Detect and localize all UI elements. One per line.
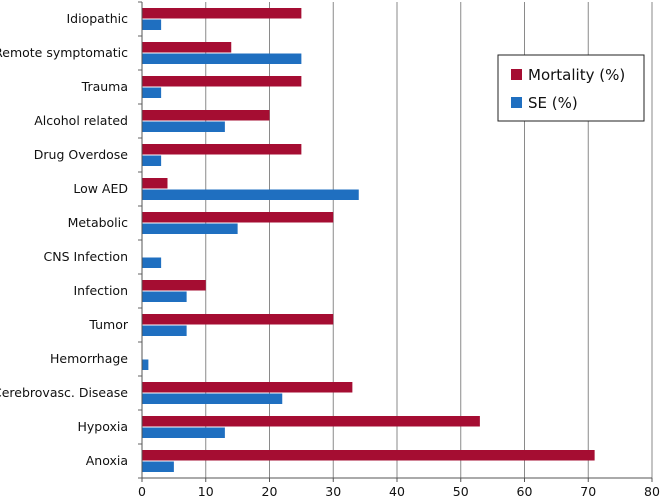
bar-mortality-5: [142, 178, 168, 189]
bar-mortality-0: [142, 8, 302, 19]
category-label-10: Hemorrhage: [50, 351, 128, 366]
bar-mortality-4: [142, 144, 302, 155]
category-label-4: Drug Overdose: [34, 147, 129, 162]
legend-label-1: SE (%): [528, 94, 578, 112]
x-tick-label-40: 40: [389, 484, 405, 499]
category-label-6: Metabolic: [68, 215, 129, 230]
legend: Mortality (%) SE (%): [497, 54, 645, 122]
bar-se-7: [142, 257, 162, 268]
bar-se-1: [142, 53, 302, 64]
bar-mortality-3: [142, 110, 270, 121]
legend-label-0: Mortality (%): [528, 66, 625, 84]
category-label-5: Low AED: [73, 181, 128, 196]
bar-mortality-13: [142, 450, 595, 461]
category-label-1: Remote symptomatic: [0, 45, 128, 60]
x-tick-labels: 0 10 20 30 40 50 60 70 80: [138, 478, 660, 499]
bar-se-4: [142, 155, 162, 166]
bar-se-8: [142, 291, 187, 302]
category-label-13: Anoxia: [86, 453, 128, 468]
x-tick-label-0: 0: [138, 484, 146, 499]
category-label-8: Infection: [73, 283, 128, 298]
x-tick-label-10: 10: [198, 484, 214, 499]
category-label-0: Idiopathic: [66, 11, 128, 26]
bar-mortality-9: [142, 314, 334, 325]
bar-se-5: [142, 189, 359, 200]
bar-mortality-1: [142, 42, 232, 53]
category-label-7: CNS Infection: [43, 249, 128, 264]
bar-se-0: [142, 19, 162, 30]
bar-mortality-2: [142, 76, 302, 87]
bar-mortality-8: [142, 280, 206, 291]
category-label-9: Tumor: [88, 317, 128, 332]
bars: [142, 8, 595, 472]
x-tick-label-60: 60: [517, 484, 533, 499]
category-label-3: Alcohol related: [34, 113, 128, 128]
x-tick-label-70: 70: [580, 484, 596, 499]
bar-se-6: [142, 223, 238, 234]
bar-se-2: [142, 87, 162, 98]
bar-se-3: [142, 121, 225, 132]
legend-swatch-1: [511, 97, 522, 108]
category-label-12: Hypoxia: [77, 419, 128, 434]
bar-se-11: [142, 393, 283, 404]
legend-swatch-0: [511, 69, 522, 80]
category-label-11: Cerebrovasc. Disease: [0, 385, 128, 400]
category-label-2: Trauma: [81, 79, 128, 94]
bar-se-12: [142, 427, 225, 438]
bar-mortality-11: [142, 382, 353, 393]
bar-se-9: [142, 325, 187, 336]
x-tick-label-30: 30: [325, 484, 341, 499]
category-labels: Idiopathic Remote symptomatic Trauma Alcoho…: [0, 11, 129, 468]
bar-se-13: [142, 461, 174, 472]
bar-se-10: [142, 359, 149, 370]
legend-box: [497, 54, 645, 122]
x-tick-label-50: 50: [453, 484, 469, 499]
x-tick-label-80: 80: [644, 484, 660, 499]
bar-mortality-6: [142, 212, 334, 223]
x-tick-label-20: 20: [262, 484, 278, 499]
bar-mortality-12: [142, 416, 480, 427]
